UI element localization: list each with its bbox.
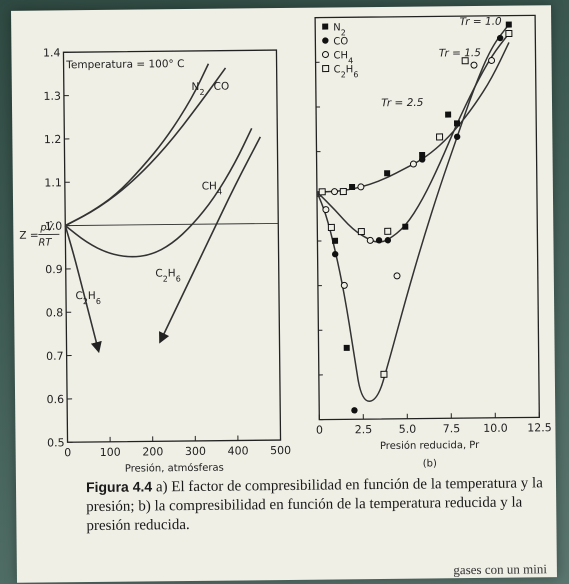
panel-a-ytick-label: 1.1 — [44, 176, 62, 189]
panel-b-point-c2h6 — [327, 223, 335, 231]
panel-b-point-ch4 — [357, 183, 365, 191]
panel-a-xtick-label: 100 — [100, 446, 121, 459]
book-page: 0.5 0.6 0.7 0.8 0.9 1.0 1.1 1.2 1.3 1.4 0 100 200 300… — [11, 5, 557, 583]
panel-b-curve — [316, 24, 510, 402]
panel-a-series-label: CH4 — [202, 180, 222, 196]
legend-label-co: CO — [333, 36, 348, 47]
panel-b-point-n2 — [349, 183, 356, 191]
figure-caption: Figura 4.4 a) El factor de compresibilid… — [86, 473, 557, 536]
figure-charts: 0.5 0.6 0.7 0.8 0.9 1.0 1.1 1.2 1.3 1.4 0 100 200 300… — [19, 14, 552, 475]
panel-a-series-c2h6 — [159, 136, 262, 344]
panel-b-point-co — [418, 156, 426, 163]
panel-b-point-co — [496, 34, 504, 42]
panel-a-title: Temperatura = 100° C — [65, 58, 184, 71]
panel-a-ytick-label: 1.2 — [44, 133, 62, 146]
panel-a-ylabel-denominator: RT — [38, 237, 52, 248]
panel-a-series-n2 — [64, 63, 210, 227]
panel-a-series-label: CO — [214, 81, 230, 93]
panel-a-frame — [62, 49, 282, 443]
panel-b-point-ch4 — [470, 61, 478, 69]
panel-b-xlabel: Presión reducida, Pr — [380, 439, 480, 452]
panel-b-point-c2h6 — [436, 133, 444, 141]
panel-a-ytick-label: 0.6 — [47, 393, 65, 406]
panel-b-point-n2 — [445, 111, 452, 118]
panel-b-point-n2 — [453, 120, 461, 127]
panel-b-point-c2h6 — [380, 370, 388, 378]
panel-b-point-co — [351, 407, 358, 414]
panel-b-curve-label: Tr = 1.5 — [439, 47, 482, 59]
panel-b-point-co — [453, 133, 461, 140]
panel-b-point-ch4 — [409, 160, 417, 168]
legend-marker-ch4 — [321, 51, 329, 59]
panel-b-point-n2 — [419, 151, 426, 159]
panel-b-point-n2 — [505, 21, 512, 28]
panel-a-xtick-label: 300 — [185, 445, 206, 458]
panel-b-point-ch4 — [393, 272, 401, 280]
panel-b-curve — [316, 42, 510, 193]
panel-b-xtick-label: 2.5 — [355, 423, 373, 436]
panel-b-point-c2h6 — [318, 188, 326, 196]
panel-a-ylabel-numerator: pV̂ — [39, 221, 54, 234]
panel-a-ytick-label: 0.9 — [45, 263, 63, 276]
panel-b-point-n2 — [332, 237, 339, 244]
panel-b-point-ch4 — [331, 188, 339, 196]
panel-b-point-ch4 — [322, 206, 330, 214]
panel-b-point-n2 — [402, 223, 409, 230]
panel-b-xtick-label: 5.0 — [399, 423, 417, 436]
panel-b-curve-label: Tr = 1.0 — [460, 16, 503, 28]
panel-b-point-c2h6 — [505, 29, 513, 38]
caption-label: Figura 4.4 — [85, 478, 153, 496]
legend-label-n2: N2 — [333, 22, 346, 37]
footer-text: gases con un mini — [453, 561, 547, 578]
panel-b-label: (b) — [423, 458, 437, 469]
panel-a-ytick-label: 1.3 — [43, 90, 61, 103]
panel-a-series-co — [64, 67, 227, 227]
panel-b-xtick-label: 10.0 — [483, 422, 508, 435]
legend-label-ch4: CH4 — [333, 50, 353, 65]
panel-a-ytick-label: 1.0 — [45, 220, 63, 233]
panel-a-reference-line — [65, 222, 279, 227]
panel-b-point-c2h6 — [461, 57, 469, 65]
panel-a-ytick-label: 0.5 — [47, 436, 65, 449]
panel-a-ylabel: Z = — [19, 230, 38, 242]
panel-b-xtick-label: 0 — [316, 424, 323, 437]
legend-marker-n2 — [322, 23, 329, 30]
panel-a-xlabel: Presión, atmósferas — [125, 462, 224, 475]
panel-b-point-co — [331, 250, 339, 258]
panel-b-curve-label: Tr = 2.5 — [381, 97, 424, 109]
panel-a-series-c2h6 — [64, 225, 102, 354]
panel-b-point-ch4 — [488, 56, 496, 64]
legend-label-c2h6: C2H6 — [334, 64, 359, 79]
panel-b-point-co — [375, 237, 383, 244]
panel-b-frame — [314, 14, 540, 421]
panel-b-xtick-label: 7.5 — [443, 422, 461, 435]
legend-marker-c2h6 — [322, 65, 330, 73]
caption-text: a) El factor de compresibilidad en funci… — [86, 475, 543, 535]
panel-b-curve — [316, 33, 510, 243]
panel-a-series-label: C2H6 — [155, 267, 181, 283]
panel-b-point-c2h6 — [357, 228, 365, 236]
panel-a-series-ch4 — [64, 127, 253, 258]
panel-a-ytick-label: 0.7 — [46, 350, 64, 363]
panel-b-point-ch4 — [340, 281, 348, 289]
panel-b-point-n2 — [384, 170, 391, 177]
legend-marker-co — [322, 37, 329, 44]
panel-a-series-label: N2 — [191, 81, 204, 97]
panel-b-point-n2 — [343, 344, 350, 351]
panel-b-xtick-label: 12.5 — [527, 421, 552, 434]
panel-a-xtick-label: 400 — [227, 444, 248, 457]
panel-b-point-co — [384, 237, 392, 244]
panel-a-series-label: C2H6 — [75, 290, 101, 306]
panel-b-point-ch4 — [366, 236, 374, 244]
panel-b-point-c2h6 — [339, 188, 347, 196]
panel-a-xtick-label: 500 — [270, 444, 291, 457]
panel-a-xtick-label: 0 — [64, 446, 71, 459]
panel-a-ytick-label: 1.4 — [43, 46, 61, 59]
panel-b-point-c2h6 — [384, 227, 392, 235]
panel-a-xtick-label: 200 — [142, 445, 163, 458]
panel-a-ytick-label: 0.8 — [46, 306, 64, 319]
